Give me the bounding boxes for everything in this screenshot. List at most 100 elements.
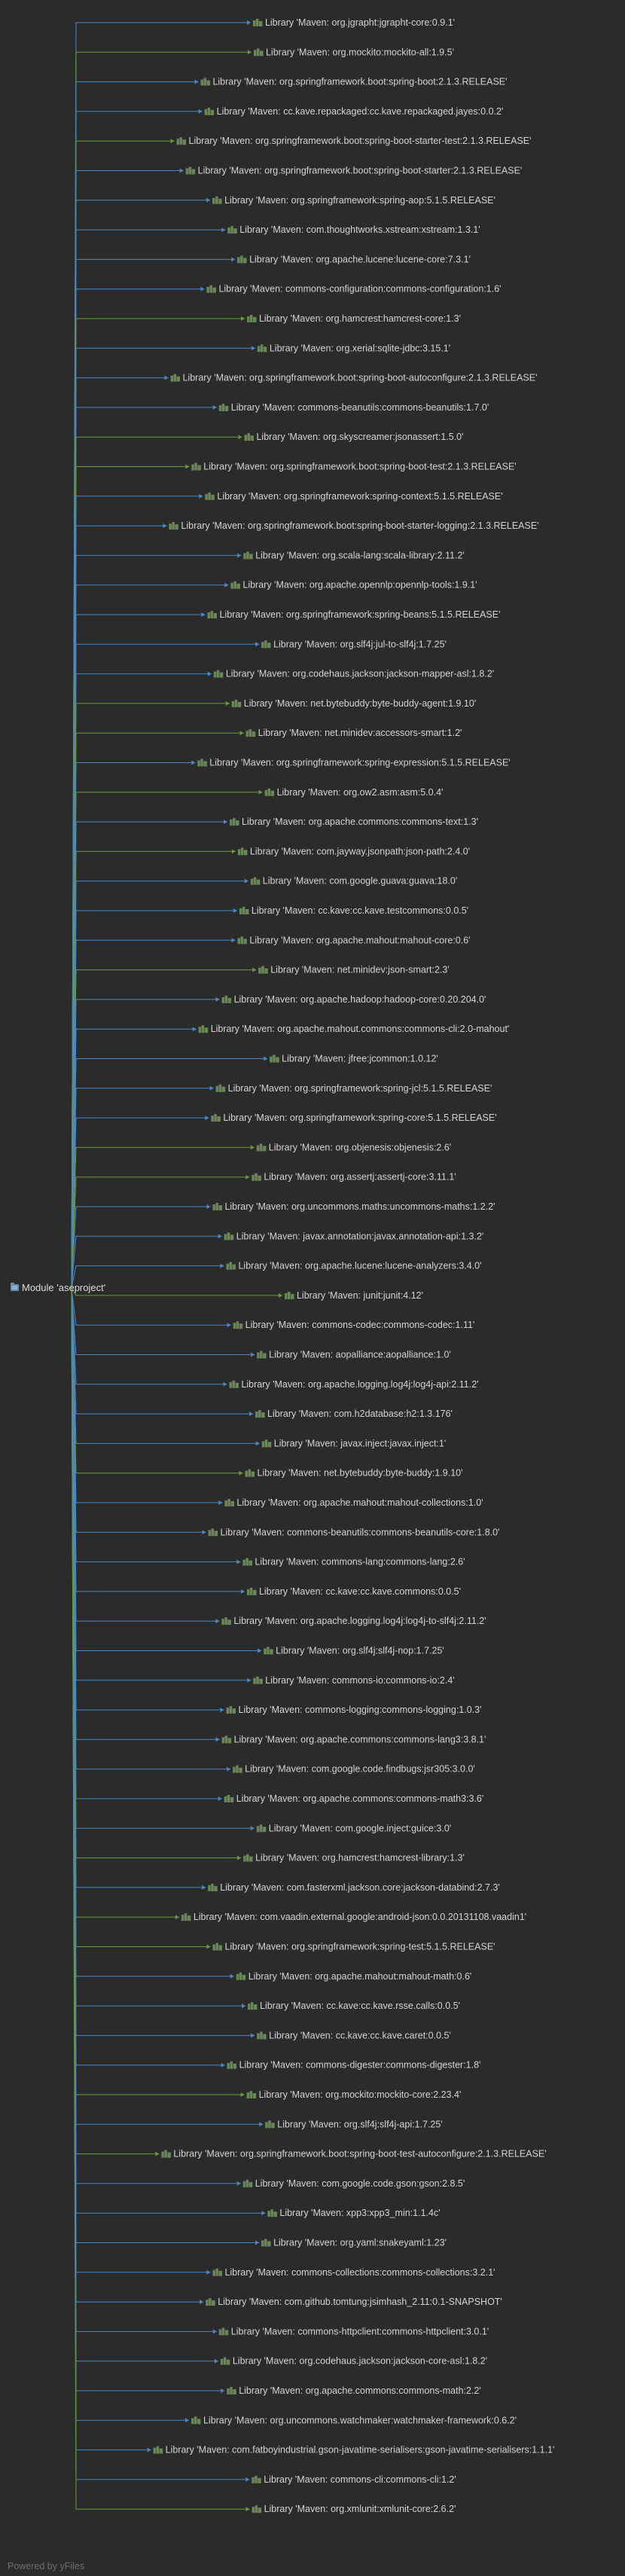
library-node[interactable]: Library 'Maven: commons-cli:commons-cli:… xyxy=(252,2474,456,2485)
library-label: Library 'Maven: com.github.tomtung:jsimh… xyxy=(218,2297,502,2307)
library-node[interactable]: Library 'Maven: junit:junit:4.12' xyxy=(285,1290,423,1301)
library-node[interactable]: Library 'Maven: org.mockito:mockito-all:… xyxy=(254,47,454,57)
library-node[interactable]: Library 'Maven: commons-collections:comm… xyxy=(212,2267,495,2278)
library-node[interactable]: Library 'Maven: javax.annotation:javax.a… xyxy=(224,1231,484,1241)
library-node[interactable]: Library 'Maven: aopalliance:aopalliance:… xyxy=(257,1350,451,1360)
library-node[interactable]: Library 'Maven: org.springframework:spri… xyxy=(211,1113,496,1123)
library-node[interactable]: Library 'Maven: org.uncommons.maths:unco… xyxy=(212,1201,495,1212)
dependency-edge xyxy=(72,1288,220,1739)
library-node[interactable]: Library 'Maven: org.apache.mahout.common… xyxy=(199,1024,510,1034)
library-node[interactable]: Library 'Maven: org.apache.commons:commo… xyxy=(227,2385,481,2396)
library-node[interactable]: Library 'Maven: org.apache.lucene:lucene… xyxy=(237,254,471,264)
library-node[interactable]: Library 'Maven: com.h2database:h2:1.3.17… xyxy=(255,1409,453,1419)
library-node[interactable]: Library 'Maven: org.uncommons.watchmaker… xyxy=(191,2415,517,2425)
library-node[interactable]: Library 'Maven: org.ow2.asm:asm:5.0.4' xyxy=(265,787,444,798)
library-node[interactable]: Library 'Maven: org.slf4j:jul-to-slf4j:1… xyxy=(261,639,447,649)
module-node[interactable]: Module 'aseproject' xyxy=(11,1282,105,1293)
library-node[interactable]: Library 'Maven: org.springframework:spri… xyxy=(208,609,501,620)
library-node[interactable]: Library 'Maven: com.thoughtworks.xstream… xyxy=(227,224,480,235)
library-node[interactable]: Library 'Maven: org.apache.commons:commo… xyxy=(230,816,478,827)
library-node[interactable]: Library 'Maven: org.apache.mahout:mahout… xyxy=(236,1971,472,1982)
library-node[interactable]: Library 'Maven: cc.kave:cc.kave.caret:0.… xyxy=(257,2030,451,2040)
library-books-icon xyxy=(237,936,247,944)
library-node[interactable]: Library 'Maven: net.minidev:accessors-sm… xyxy=(246,728,462,738)
library-node[interactable]: Library 'Maven: commons-logging:commons-… xyxy=(227,1705,482,1715)
library-node[interactable]: Library 'Maven: net.bytebuddy:byte-buddy… xyxy=(232,698,476,709)
library-node[interactable]: Library 'Maven: org.springframework:spri… xyxy=(216,1083,492,1094)
library-node[interactable]: Library 'Maven: org.springframework:spri… xyxy=(212,195,495,206)
library-books-icon xyxy=(252,2476,261,2483)
library-node[interactable]: Library 'Maven: org.apache.hadoop:hadoop… xyxy=(222,994,486,1005)
library-node[interactable]: Library 'Maven: org.codehaus.jackson:jac… xyxy=(221,2356,487,2367)
library-node[interactable]: Library 'Maven: org.slf4j:slf4j-nop:1.7.… xyxy=(264,1646,444,1656)
library-node[interactable]: Library 'Maven: com.fasterxml.jackson.co… xyxy=(208,1882,500,1893)
library-node[interactable]: Library 'Maven: org.springframework:spri… xyxy=(197,758,510,768)
library-node[interactable]: Library 'Maven: com.vaadin.external.goog… xyxy=(181,1912,526,1922)
library-node[interactable]: Library 'Maven: org.apache.mahout:mahout… xyxy=(237,935,470,945)
library-node[interactable]: Library 'Maven: net.bytebuddy:byte-buddy… xyxy=(245,1468,463,1479)
library-node[interactable]: Library 'Maven: commons-lang:commons-lan… xyxy=(242,1557,465,1567)
library-node[interactable]: Library 'Maven: org.apache.opennlp:openn… xyxy=(230,580,477,591)
library-node[interactable]: Library 'Maven: commons-beanutils:common… xyxy=(209,1527,500,1537)
library-node[interactable]: Library 'Maven: org.apache.logging.log4j… xyxy=(221,1616,486,1626)
library-node[interactable]: Library 'Maven: org.apache.commons:commo… xyxy=(222,1734,486,1744)
library-node[interactable]: Library 'Maven: org.apache.logging.log4j… xyxy=(229,1379,478,1390)
library-node[interactable]: Library 'Maven: com.jayway.jsonpath:json… xyxy=(238,846,470,856)
library-node[interactable]: Library 'Maven: org.mockito:mockito-core… xyxy=(247,2089,462,2100)
library-node[interactable]: Library 'Maven: org.springframework.boot… xyxy=(186,166,523,176)
library-label: Library 'Maven: org.slf4j:jul-to-slf4j:1… xyxy=(273,639,447,649)
library-node[interactable]: Library 'Maven: org.slf4j:slf4j-api:1.7.… xyxy=(265,2119,442,2129)
library-node[interactable]: Library 'Maven: org.springframework.boot… xyxy=(169,520,538,531)
library-node[interactable]: Library 'Maven: org.springframework.boot… xyxy=(191,462,516,472)
library-node[interactable]: Library 'Maven: cc.kave:cc.kave.testcomm… xyxy=(239,905,468,916)
library-node[interactable]: Library 'Maven: commons-codec:commons-co… xyxy=(233,1320,475,1330)
library-node[interactable]: Library 'Maven: net.minidev:json-smart:2… xyxy=(258,965,450,975)
library-label: Library 'Maven: org.springframework:spri… xyxy=(223,1113,496,1123)
library-node[interactable]: Library 'Maven: commons-io:commons-io:2.… xyxy=(253,1675,454,1686)
edge-arrowhead xyxy=(256,1441,260,1445)
library-node[interactable]: Library 'Maven: org.xmlunit:xmlunit-core… xyxy=(252,2504,456,2514)
library-node[interactable]: Library 'Maven: org.hamcrest:hamcrest-co… xyxy=(247,313,461,324)
library-node[interactable]: Library 'Maven: org.codehaus.jackson:jac… xyxy=(214,669,494,679)
library-node[interactable]: Library 'Maven: org.hamcrest:hamcrest-li… xyxy=(243,1853,465,1863)
library-node[interactable]: Library 'Maven: commons-httpclient:commo… xyxy=(219,2326,489,2336)
library-node[interactable]: Library 'Maven: commons-configuration:co… xyxy=(206,284,501,295)
library-node[interactable]: Library 'Maven: org.skyscreamer:jsonasse… xyxy=(244,432,463,442)
library-label: Library 'Maven: org.uncommons.watchmaker… xyxy=(203,2415,517,2425)
library-node[interactable]: Library 'Maven: org.springframework.boot… xyxy=(177,136,532,146)
library-node[interactable]: Library 'Maven: com.google.code.gson:gso… xyxy=(243,2178,465,2189)
library-node[interactable]: Library 'Maven: com.google.code.findbugs… xyxy=(233,1764,475,1775)
edge-arrowhead xyxy=(230,1974,234,1979)
library-node[interactable]: Library 'Maven: cc.kave:cc.kave.commons:… xyxy=(247,1586,461,1597)
library-books-icon xyxy=(177,137,187,145)
library-node[interactable]: Library 'Maven: com.google.inject:guice:… xyxy=(257,1823,451,1833)
library-node[interactable]: Library 'Maven: com.fatboyindustrial.gso… xyxy=(154,2445,555,2455)
library-node[interactable]: Library 'Maven: javax.inject:javax.injec… xyxy=(262,1438,447,1448)
library-node[interactable]: Library 'Maven: com.github.tomtung:jsimh… xyxy=(206,2297,502,2307)
library-node[interactable]: Library 'Maven: org.apache.lucene:lucene… xyxy=(226,1261,481,1271)
library-node[interactable]: Library 'Maven: org.springframework.boot… xyxy=(161,2149,546,2159)
library-node[interactable]: Library 'Maven: org.objenesis:objenesis:… xyxy=(257,1142,451,1152)
library-node[interactable]: Library 'Maven: xpp3:xpp3_min:1.1.4c' xyxy=(267,2208,440,2218)
library-node[interactable]: Library 'Maven: org.springframework.boot… xyxy=(171,373,538,383)
library-node[interactable]: Library 'Maven: cc.kave.repackaged:cc.ka… xyxy=(205,106,504,117)
library-node[interactable]: Library 'Maven: org.scala-lang:scala-lib… xyxy=(243,550,465,560)
library-node[interactable]: Library 'Maven: org.springframework:spri… xyxy=(205,491,502,502)
library-node[interactable]: Library 'Maven: org.springframework.boot… xyxy=(200,77,507,87)
library-node[interactable]: Library 'Maven: commons-beanutils:common… xyxy=(219,402,489,413)
library-label: Library 'Maven: org.slf4j:slf4j-nop:1.7.… xyxy=(276,1646,444,1656)
library-node[interactable]: Library 'Maven: org.springframework:spri… xyxy=(212,1942,495,1952)
library-node[interactable]: Library 'Maven: cc.kave:cc.kave.rsse.cal… xyxy=(248,2001,460,2011)
library-node[interactable]: Library 'Maven: org.apache.mahout:mahout… xyxy=(224,1497,483,1508)
library-node[interactable]: Library 'Maven: com.google.guava:guava:1… xyxy=(251,876,457,887)
dependency-edge xyxy=(72,1288,227,1384)
library-node[interactable]: Library 'Maven: org.assertj:assertj-core… xyxy=(252,1172,456,1183)
library-node[interactable]: Library 'Maven: org.apache.commons:commo… xyxy=(224,1793,484,1804)
library-node[interactable]: Library 'Maven: commons-digester:commons… xyxy=(227,2060,481,2071)
edge-arrowhead xyxy=(237,2181,241,2186)
library-node[interactable]: Library 'Maven: org.yaml:snakeyaml:1.23' xyxy=(261,2238,447,2248)
library-node[interactable]: Library 'Maven: org.jgrapht:jgrapht-core… xyxy=(253,17,455,28)
dependency-edge xyxy=(72,615,206,1288)
library-node[interactable]: Library 'Maven: org.xerial:sqlite-jdbc:3… xyxy=(258,343,450,353)
library-node[interactable]: Library 'Maven: jfree:jcommon:1.0.12' xyxy=(270,1054,438,1064)
